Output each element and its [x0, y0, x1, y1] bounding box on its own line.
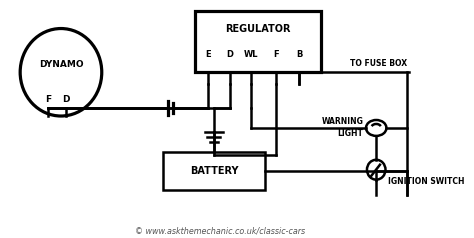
Text: BATTERY: BATTERY — [190, 166, 238, 176]
Text: © www.askthemechanic.co.uk/classic-cars: © www.askthemechanic.co.uk/classic-cars — [136, 227, 306, 236]
Text: DYNAMO: DYNAMO — [39, 60, 83, 69]
Text: LIGHT: LIGHT — [337, 129, 363, 139]
Text: F: F — [273, 50, 279, 59]
Text: WARNING: WARNING — [321, 118, 363, 126]
Text: E: E — [206, 50, 211, 59]
Text: D: D — [62, 95, 69, 104]
Text: B: B — [296, 50, 302, 59]
Text: WL: WL — [244, 50, 258, 59]
Text: D: D — [226, 50, 233, 59]
Text: F: F — [45, 95, 51, 104]
Text: TO FUSE BOX: TO FUSE BOX — [350, 59, 407, 68]
Bar — [163, 152, 265, 190]
Bar — [195, 11, 320, 72]
Text: REGULATOR: REGULATOR — [225, 24, 291, 34]
Text: IGNITION SWITCH: IGNITION SWITCH — [388, 177, 465, 186]
